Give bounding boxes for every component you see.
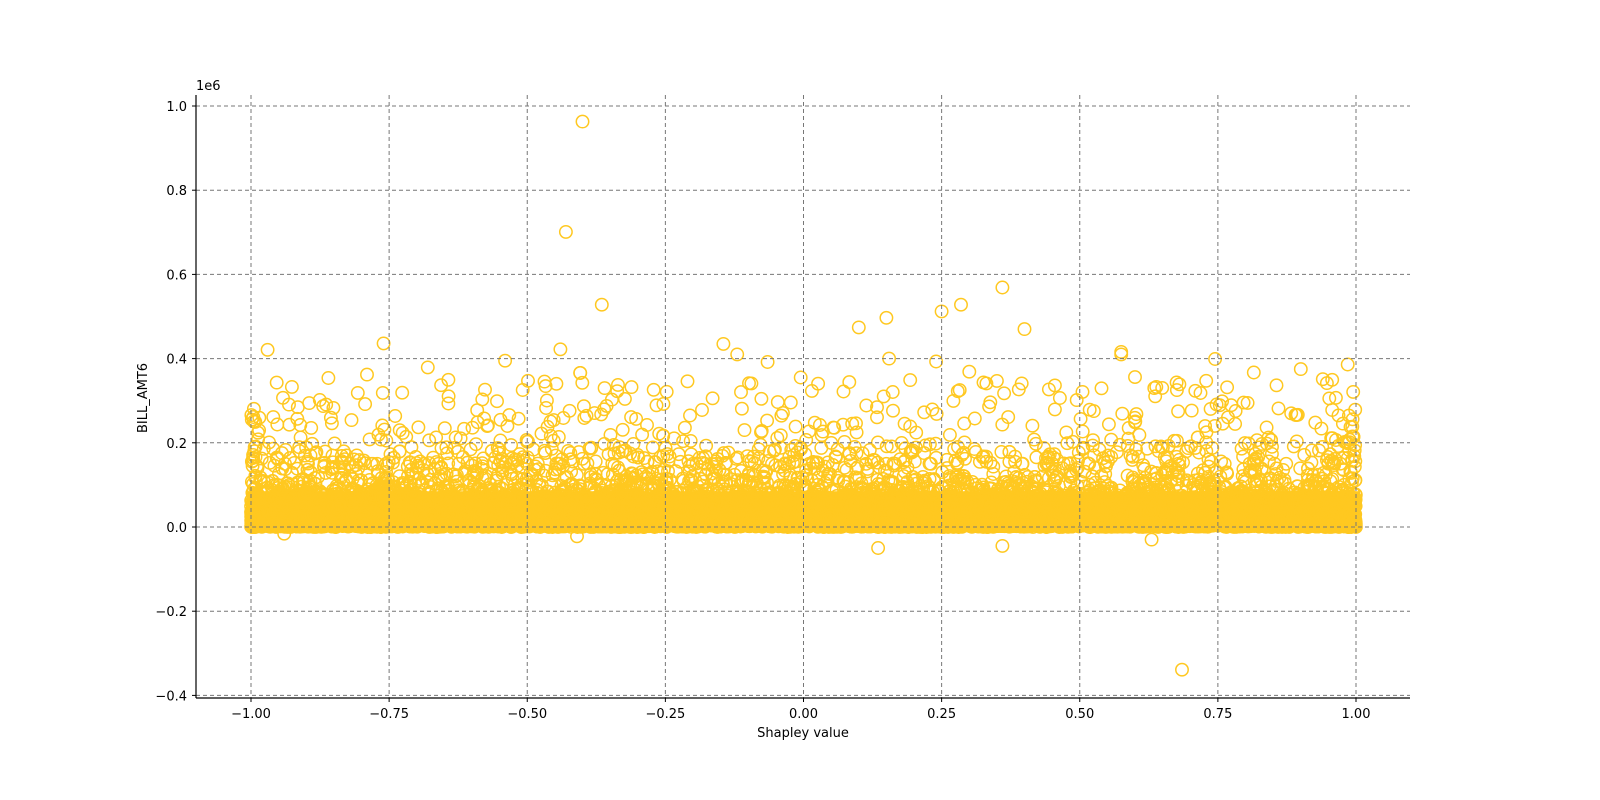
x-axis-ticks: −1.00 −0.75 −0.50 −0.25 0.00 0.25 0.50 0.75 1.00 (231, 698, 1370, 722)
y-tick-label: 0.2 (166, 437, 187, 452)
x-tick-label: −1.00 (231, 707, 271, 722)
x-tick-label: −0.50 (507, 707, 547, 722)
y-axis-label: BILL_AMT6 (136, 363, 151, 433)
x-axis-label: Shapley value (757, 726, 849, 741)
y-tick-label: 0.6 (166, 268, 187, 283)
y-tick-label: 1.0 (166, 100, 187, 115)
y-tick-label: −0.4 (155, 689, 187, 704)
y-tick-label: 0.8 (166, 184, 187, 199)
x-tick-label: 1.00 (1342, 707, 1371, 722)
x-tick-label: 0.25 (927, 707, 956, 722)
x-tick-label: 0.00 (789, 707, 818, 722)
y-axis-offset-label: 1e6 (196, 79, 221, 94)
x-tick-label: −0.25 (645, 707, 685, 722)
y-tick-label: 0.0 (166, 521, 187, 536)
y-tick-label: −0.2 (155, 605, 187, 620)
gridlines-overlay (196, 95, 1410, 698)
data-points (244, 114, 1363, 677)
y-axis-ticks: −0.4 −0.2 0.0 0.2 0.4 0.6 0.8 1.0 (155, 100, 196, 704)
x-tick-label: 0.50 (1065, 707, 1094, 722)
x-tick-label: −0.75 (369, 707, 409, 722)
x-tick-label: 0.75 (1203, 707, 1232, 722)
y-tick-label: 0.4 (166, 353, 187, 368)
